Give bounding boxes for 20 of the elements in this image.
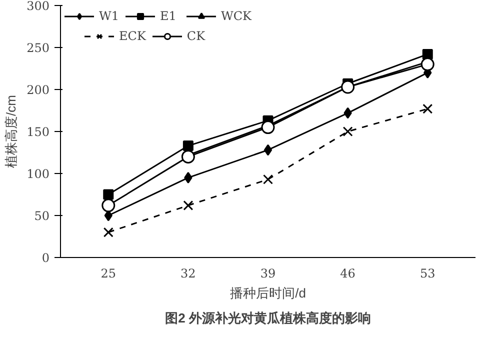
legend-label: W1 — [99, 9, 119, 23]
x-tick-label: 32 — [180, 266, 196, 280]
legend-label: ECK — [119, 29, 146, 43]
legend-label: E1 — [160, 9, 178, 23]
x-tick-label: 53 — [420, 266, 436, 280]
y-tick-label: 300 — [26, 0, 50, 13]
y-tick-label: 50 — [34, 209, 50, 223]
y-tick-label: 0 — [42, 251, 50, 265]
legend-label: WCK — [221, 9, 252, 23]
y-tick-label: 200 — [26, 83, 50, 97]
y-tick-label: 100 — [26, 167, 50, 181]
legend-label: CK — [186, 29, 206, 43]
y-axis-title: 植株高度/cm — [4, 95, 19, 168]
x-axis-title: 播种后时间/d — [230, 286, 306, 300]
y-tick-label: 150 — [26, 125, 50, 139]
x-tick-label: 46 — [340, 266, 356, 280]
y-tick-label: 250 — [26, 41, 50, 55]
x-tick-label: 39 — [260, 266, 276, 280]
text: 图2 外源补光对黄瓜植株高度的影响 — [165, 310, 371, 326]
x-tick-label: 25 — [100, 266, 116, 280]
